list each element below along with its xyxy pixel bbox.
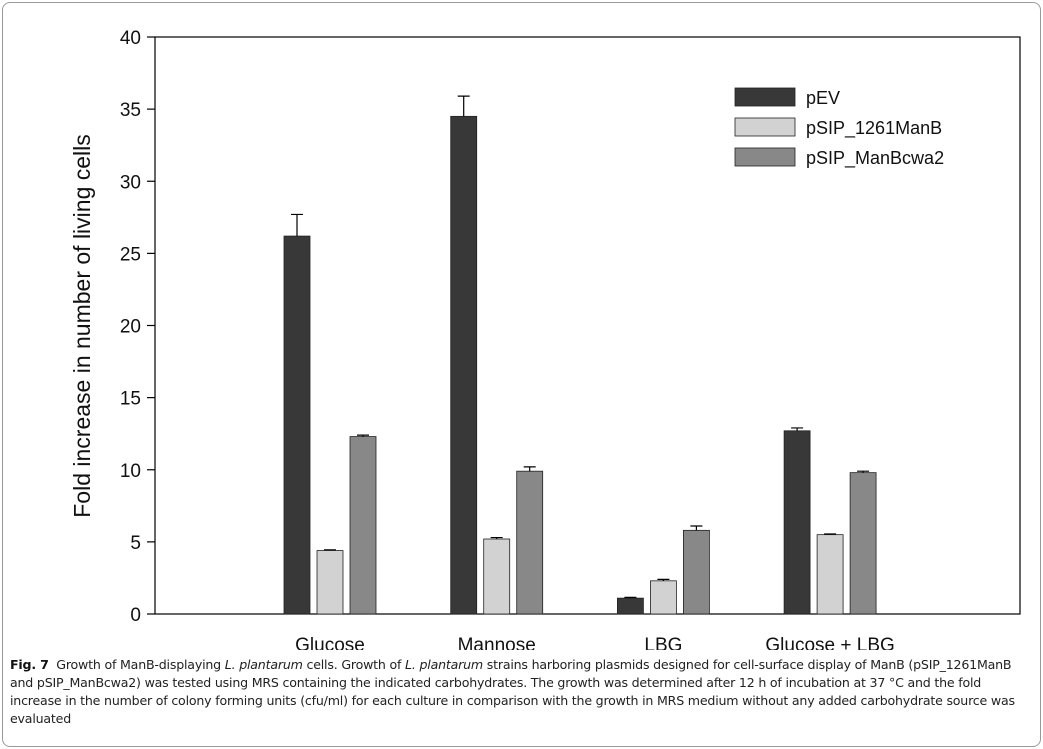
y-tick-label: 0: [130, 605, 141, 626]
x-tick-label: Glucose: [295, 635, 365, 650]
y-tick-label: 30: [120, 172, 141, 193]
error-bar: [791, 428, 803, 431]
x-tick-label: Mannose: [458, 635, 536, 650]
error-bar: [291, 214, 303, 236]
y-tick-label: 35: [120, 100, 141, 121]
error-bar: [524, 467, 536, 471]
bar: [451, 116, 477, 614]
legend-swatch: [735, 88, 795, 106]
y-axis-label: Fold increase in number of living cells: [69, 134, 95, 518]
bar: [484, 539, 510, 614]
legend-swatch: [735, 118, 795, 136]
bar: [617, 598, 643, 614]
bar: [850, 473, 876, 614]
caption: Fig. 7 Growth of ManB-displaying L. plan…: [10, 656, 1030, 728]
caption-species: L. plantarum: [405, 657, 483, 672]
y-tick-label: 10: [120, 461, 141, 482]
bar: [650, 581, 676, 614]
error-bar: [458, 96, 470, 116]
y-tick-label: 25: [120, 244, 141, 265]
bar: [517, 471, 543, 614]
caption-species: L. plantarum: [225, 657, 303, 672]
caption-text: Growth of ManB-displaying L. plantarum c…: [10, 657, 1015, 726]
bar: [284, 236, 310, 614]
bar: [784, 431, 810, 614]
legend-label: pEV: [806, 88, 840, 108]
legend-label: pSIP_1261ManB: [806, 118, 942, 139]
caption-segment: Growth of ManB-displaying: [56, 657, 224, 672]
x-tick-label: Glucose + LBG: [765, 635, 894, 650]
bar: [817, 535, 843, 614]
legend-label: pSIP_ManBcwa2: [806, 148, 944, 169]
y-tick-label: 20: [120, 317, 141, 338]
legend-swatch: [735, 148, 795, 166]
caption-segment: cells. Growth of: [303, 657, 405, 672]
bar: [350, 437, 376, 614]
x-tick-label: LBG: [644, 635, 682, 650]
y-tick-label: 15: [120, 389, 141, 410]
error-bar: [690, 526, 702, 530]
caption-label: Fig. 7: [10, 657, 49, 672]
y-tick-label: 40: [120, 28, 141, 49]
y-tick-label: 5: [130, 533, 141, 554]
bar: [317, 551, 343, 614]
bar: [683, 530, 709, 614]
chart: Fold increase in number of living cells …: [0, 0, 1043, 650]
